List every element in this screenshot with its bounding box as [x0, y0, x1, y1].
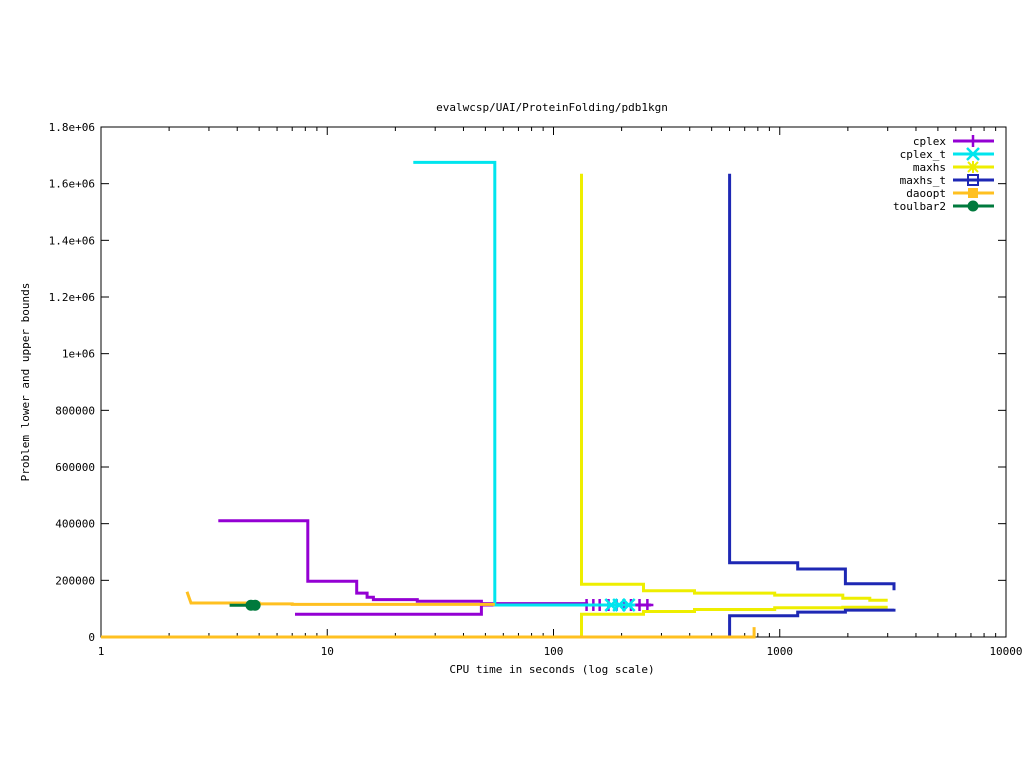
x-axis-ticks: 1 10 100 1000 10000 — [98, 127, 1023, 658]
y-tick-label: 400000 — [55, 518, 95, 531]
legend-marker-toulbar2 — [967, 200, 979, 212]
legend-label: cplex — [913, 135, 946, 148]
legend-label: daoopt — [906, 187, 946, 200]
series-maxhs — [580, 173, 888, 637]
y-tick-label: 1.6e+06 — [49, 178, 95, 191]
data-point-toulbar2 — [249, 599, 261, 611]
legend-item-toulbar2: toulbar2 — [893, 200, 994, 213]
y-tick-label: 1.2e+06 — [49, 291, 95, 304]
legend-item-cplex_t: cplex_t — [900, 147, 994, 161]
y-axis-ticks: 0 200000 400000 600000 800000 1e+06 1.2e+06 1.4… — [49, 121, 1006, 644]
series-line-maxhs_t-0 — [728, 173, 896, 591]
y-axis-label: Problem lower and upper bounds — [19, 283, 32, 482]
y-tick-label: 0 — [88, 631, 95, 644]
legend-marker-daoopt — [968, 188, 978, 198]
series-maxhs_t — [728, 173, 896, 637]
series-cplex — [218, 519, 654, 616]
x-tick-label: 1 — [98, 645, 105, 658]
legend-marker-cplex — [967, 135, 979, 147]
legend-label: maxhs — [913, 161, 946, 174]
legend-marker-cplex_t — [966, 147, 980, 161]
series-line-maxhs-1 — [580, 605, 888, 637]
y-tick-label: 1e+06 — [62, 348, 95, 361]
legend-label: cplex_t — [900, 148, 946, 161]
data-point-cplex — [641, 598, 654, 611]
x-tick-label: 1000 — [767, 645, 794, 658]
series-cplex_t — [413, 160, 636, 612]
legend-item-maxhs_t: maxhs_t — [900, 174, 994, 187]
y-tick-label: 200000 — [55, 574, 95, 587]
legend-label: maxhs_t — [900, 174, 946, 187]
x-tick-label: 10 — [321, 645, 334, 658]
legend-marker-maxhs_t — [967, 174, 979, 186]
legend-label: toulbar2 — [893, 200, 946, 213]
y-tick-label: 1.4e+06 — [49, 234, 95, 247]
series-toulbar2 — [229, 599, 261, 611]
legend-marker-maxhs — [967, 161, 979, 173]
y-tick-label: 1.8e+06 — [49, 121, 95, 134]
legend-item-maxhs: maxhs — [913, 161, 994, 174]
chart-title: evalwcsp/UAI/ProteinFolding/pdb1kgn — [436, 101, 668, 114]
plot-area-frame — [100, 126, 1007, 638]
x-tick-label: 10000 — [989, 645, 1022, 658]
y-tick-label: 800000 — [55, 404, 95, 417]
series-line-maxhs-0 — [580, 173, 888, 602]
series-line-maxhs_t-1 — [728, 608, 896, 637]
series-layer — [101, 160, 896, 639]
legend-item-cplex: cplex — [913, 135, 994, 148]
x-axis-label: CPU time in seconds (log scale) — [449, 663, 654, 676]
series-line-cplex_t-0 — [413, 160, 636, 607]
x-tick-label: 100 — [544, 645, 564, 658]
legend-item-daoopt: daoopt — [906, 187, 994, 200]
series-line-daoopt-1 — [101, 627, 756, 639]
data-point-cplex_t — [621, 598, 636, 612]
y-tick-label: 600000 — [55, 461, 95, 474]
series-line-cplex-0 — [218, 519, 652, 607]
